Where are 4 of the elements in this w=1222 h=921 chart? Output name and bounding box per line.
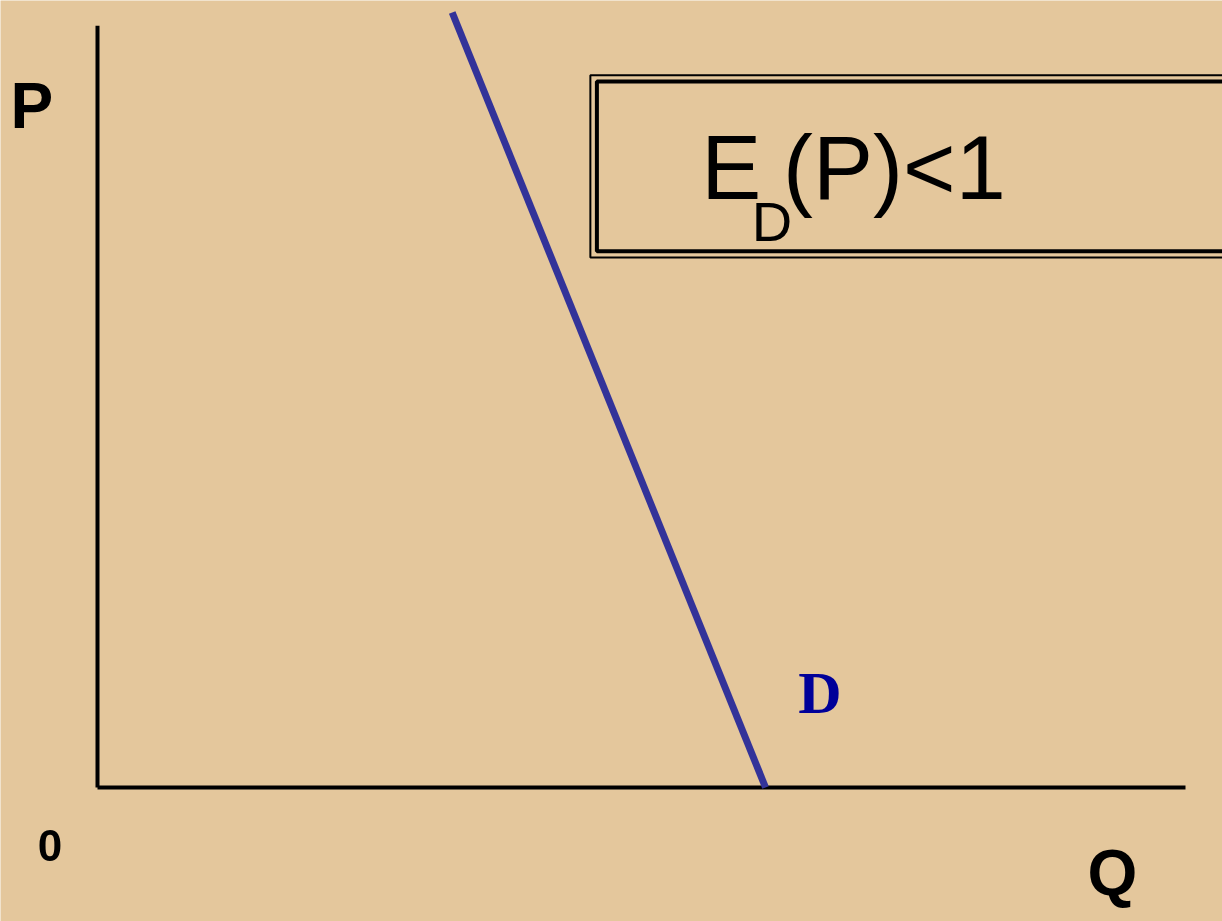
x-axis-title: Q — [1087, 836, 1138, 909]
series-label: D — [798, 659, 842, 726]
text: 0 — [37, 821, 63, 871]
y-axis-title: P — [10, 69, 54, 142]
